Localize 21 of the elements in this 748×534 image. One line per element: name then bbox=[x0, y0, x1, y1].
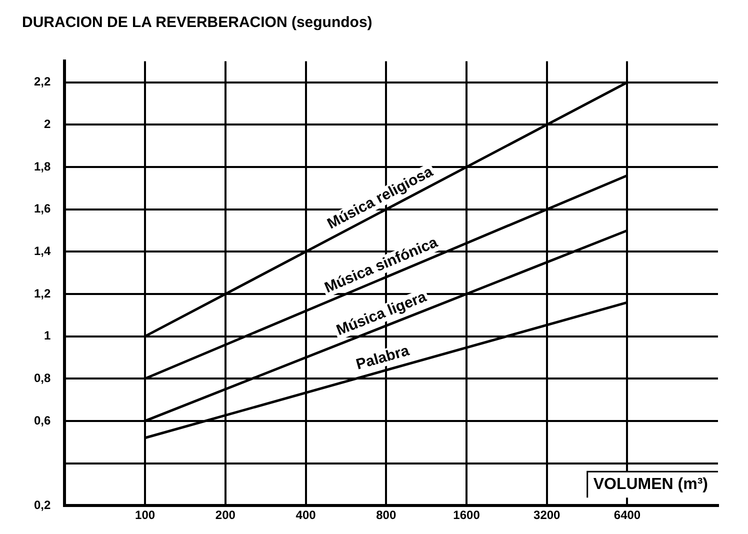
y-tick-label: 1,6 bbox=[34, 202, 51, 216]
y-tick-label: 1,2 bbox=[34, 286, 51, 300]
y-tick-label: 0,2 bbox=[34, 498, 51, 512]
y-tick-label: 2,2 bbox=[34, 74, 51, 89]
y-tick-label: 0,6 bbox=[34, 413, 51, 428]
text: Palabra bbox=[354, 342, 412, 374]
y-tick-label: 1 bbox=[44, 328, 51, 343]
y-axis-title: DURACION DE LA REVERBERACION (segundos) bbox=[22, 14, 372, 31]
text: Música ligera bbox=[334, 288, 430, 340]
x-tick-label: 6400 bbox=[614, 508, 641, 522]
x-tick-label: 400 bbox=[296, 508, 316, 522]
x-tick-label: 1600 bbox=[453, 508, 480, 522]
x-tick-label: 100 bbox=[135, 508, 156, 522]
x-tick-label: 800 bbox=[376, 508, 396, 522]
x-tick-label: 200 bbox=[215, 508, 236, 522]
y-tick-label: 1,4 bbox=[34, 244, 51, 258]
y-tick-label: 1,8 bbox=[34, 159, 51, 174]
y-tick-label: 0,8 bbox=[34, 370, 51, 385]
x-tick-label: 3200 bbox=[534, 508, 561, 522]
y-tick-label: 2 bbox=[44, 117, 51, 131]
x-axis-title: VOLUMEN (m³) bbox=[593, 476, 708, 494]
